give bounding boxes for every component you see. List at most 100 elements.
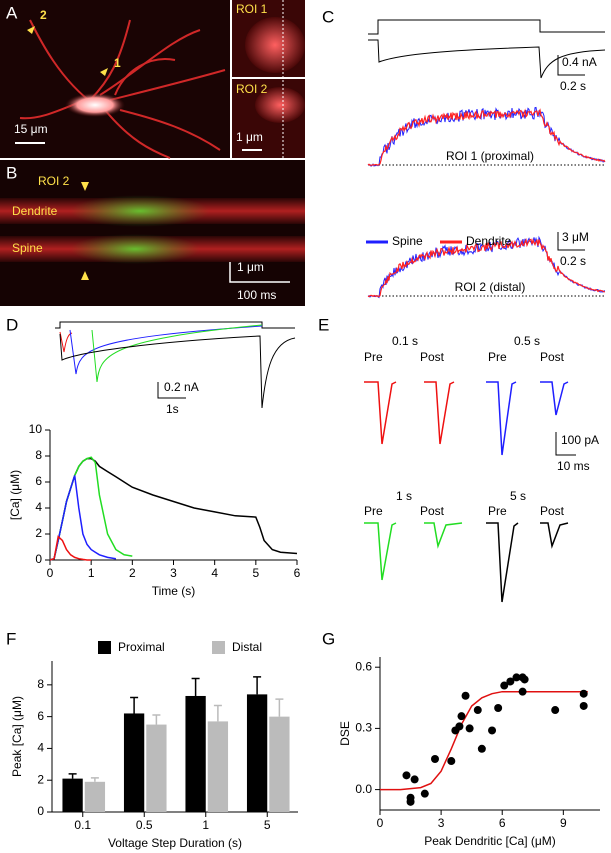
- command-trace: [368, 19, 605, 35]
- legend-label: Distal: [232, 640, 262, 654]
- scale-bar: [229, 262, 290, 283]
- x-tick-label: 0.1: [74, 818, 91, 832]
- x-axis-label: Voltage Step Duration (s): [108, 836, 242, 850]
- y-tick-label: 0: [37, 804, 44, 818]
- inset-blob: [255, 87, 305, 123]
- fit-curve: [380, 690, 588, 791]
- line-series: [49, 535, 92, 561]
- scale-label: 100 pA: [561, 433, 599, 447]
- bar: [62, 778, 83, 812]
- legend-swatch: [98, 641, 111, 654]
- pre-label: Pre: [364, 504, 383, 518]
- data-point: [477, 744, 486, 753]
- scale-label: 1 μm: [236, 130, 263, 144]
- x-tick-label: 0.5: [136, 818, 153, 832]
- panel-label: A: [6, 3, 18, 22]
- panel-label: B: [6, 163, 17, 182]
- roi-label: ROI 2: [236, 82, 268, 96]
- data-point: [512, 673, 521, 682]
- bar: [185, 695, 206, 812]
- scale-bar: [557, 55, 585, 76]
- panel-label: F: [6, 629, 16, 648]
- data-point: [488, 726, 497, 735]
- scale-bar: [557, 232, 585, 251]
- data-point: [518, 687, 527, 696]
- legend-label: Proximal: [118, 640, 165, 654]
- group-label: 0.1 s: [392, 334, 418, 348]
- scale-bar: [555, 432, 576, 456]
- line-series: [49, 475, 117, 561]
- x-axis-label: Peak Dendritic [Ca] (μM): [424, 834, 556, 848]
- data-point: [455, 722, 464, 731]
- bar: [84, 781, 106, 812]
- post-label: Post: [420, 504, 445, 518]
- pre-label: Pre: [364, 350, 383, 364]
- x-tick-label: 6: [499, 816, 506, 830]
- epsc-trace: [486, 522, 569, 603]
- current-trace: [69, 325, 263, 375]
- roi-label: ROI 2: [38, 174, 70, 188]
- data-point: [402, 771, 411, 780]
- post-label: Post: [540, 504, 565, 518]
- inset-blob: [245, 17, 305, 73]
- pre-label: Pre: [488, 504, 507, 518]
- data-point: [406, 797, 415, 806]
- x-tick-label: 0: [47, 566, 54, 580]
- group-label: 0.5 s: [514, 334, 540, 348]
- ca-trace: [367, 237, 605, 298]
- error-bar: [253, 676, 262, 695]
- data-point: [461, 691, 470, 700]
- y-tick-label: 10: [29, 422, 43, 436]
- x-tick-label: 1: [88, 566, 95, 580]
- line-series: [49, 456, 133, 561]
- x-tick-label: 6: [294, 566, 301, 580]
- x-tick-label: 3: [170, 566, 177, 580]
- pre-label: Pre: [488, 350, 507, 364]
- y-tick-label: 6: [35, 474, 42, 488]
- error-bar: [68, 773, 77, 779]
- y-tick-label: 0.6: [355, 659, 372, 673]
- error-bar: [152, 714, 161, 725]
- current-trace: [91, 324, 263, 383]
- y-axis-label: [Ca] (μM): [8, 470, 22, 520]
- y-axis-label: DSE: [338, 721, 352, 746]
- scale-label: 1 μm: [237, 260, 264, 274]
- data-point: [457, 712, 466, 721]
- y-tick-label: 8: [35, 448, 42, 462]
- data-point: [506, 677, 515, 686]
- y-tick-label: 6: [37, 709, 44, 723]
- data-point: [500, 681, 509, 690]
- y-tick-label: 0: [35, 552, 42, 566]
- row-label: Dendrite: [12, 204, 58, 218]
- marker-label: 2: [40, 8, 47, 22]
- calcium-signal: [70, 195, 210, 227]
- calcium-signal: [70, 234, 200, 264]
- y-tick-label: 2: [35, 526, 42, 540]
- ca-trace: [367, 108, 606, 167]
- y-tick-label: 0.0: [355, 782, 372, 796]
- x-tick-label: 3: [438, 816, 445, 830]
- panel-label: G: [322, 629, 335, 648]
- data-point: [465, 724, 474, 733]
- soma: [65, 93, 125, 117]
- x-tick-label: 5: [252, 566, 259, 580]
- bar: [269, 716, 290, 812]
- error-bar: [191, 677, 200, 696]
- panel-a: A 2 1 15 μm ROI 1 ROI 2 1 μm: [0, 0, 305, 159]
- roi-label: ROI 1: [236, 2, 268, 16]
- data-point: [447, 757, 456, 766]
- data-point: [579, 689, 588, 698]
- x-axis-label: Time (s): [152, 584, 196, 598]
- scale-label: 100 ms: [237, 288, 276, 302]
- scale-label: 10 ms: [557, 459, 590, 473]
- trace-label: ROI 2 (distal): [455, 280, 526, 294]
- panel-d: D 0.2 nA 1s: [6, 315, 296, 416]
- x-tick-label: 9: [560, 816, 567, 830]
- post-label: Post: [420, 350, 445, 364]
- scale-label: 0.4 nA: [562, 55, 597, 69]
- error-bar: [130, 696, 139, 714]
- group-label: 1 s: [396, 489, 412, 503]
- x-tick-label: 4: [211, 566, 218, 580]
- x-tick-label: 0: [377, 816, 384, 830]
